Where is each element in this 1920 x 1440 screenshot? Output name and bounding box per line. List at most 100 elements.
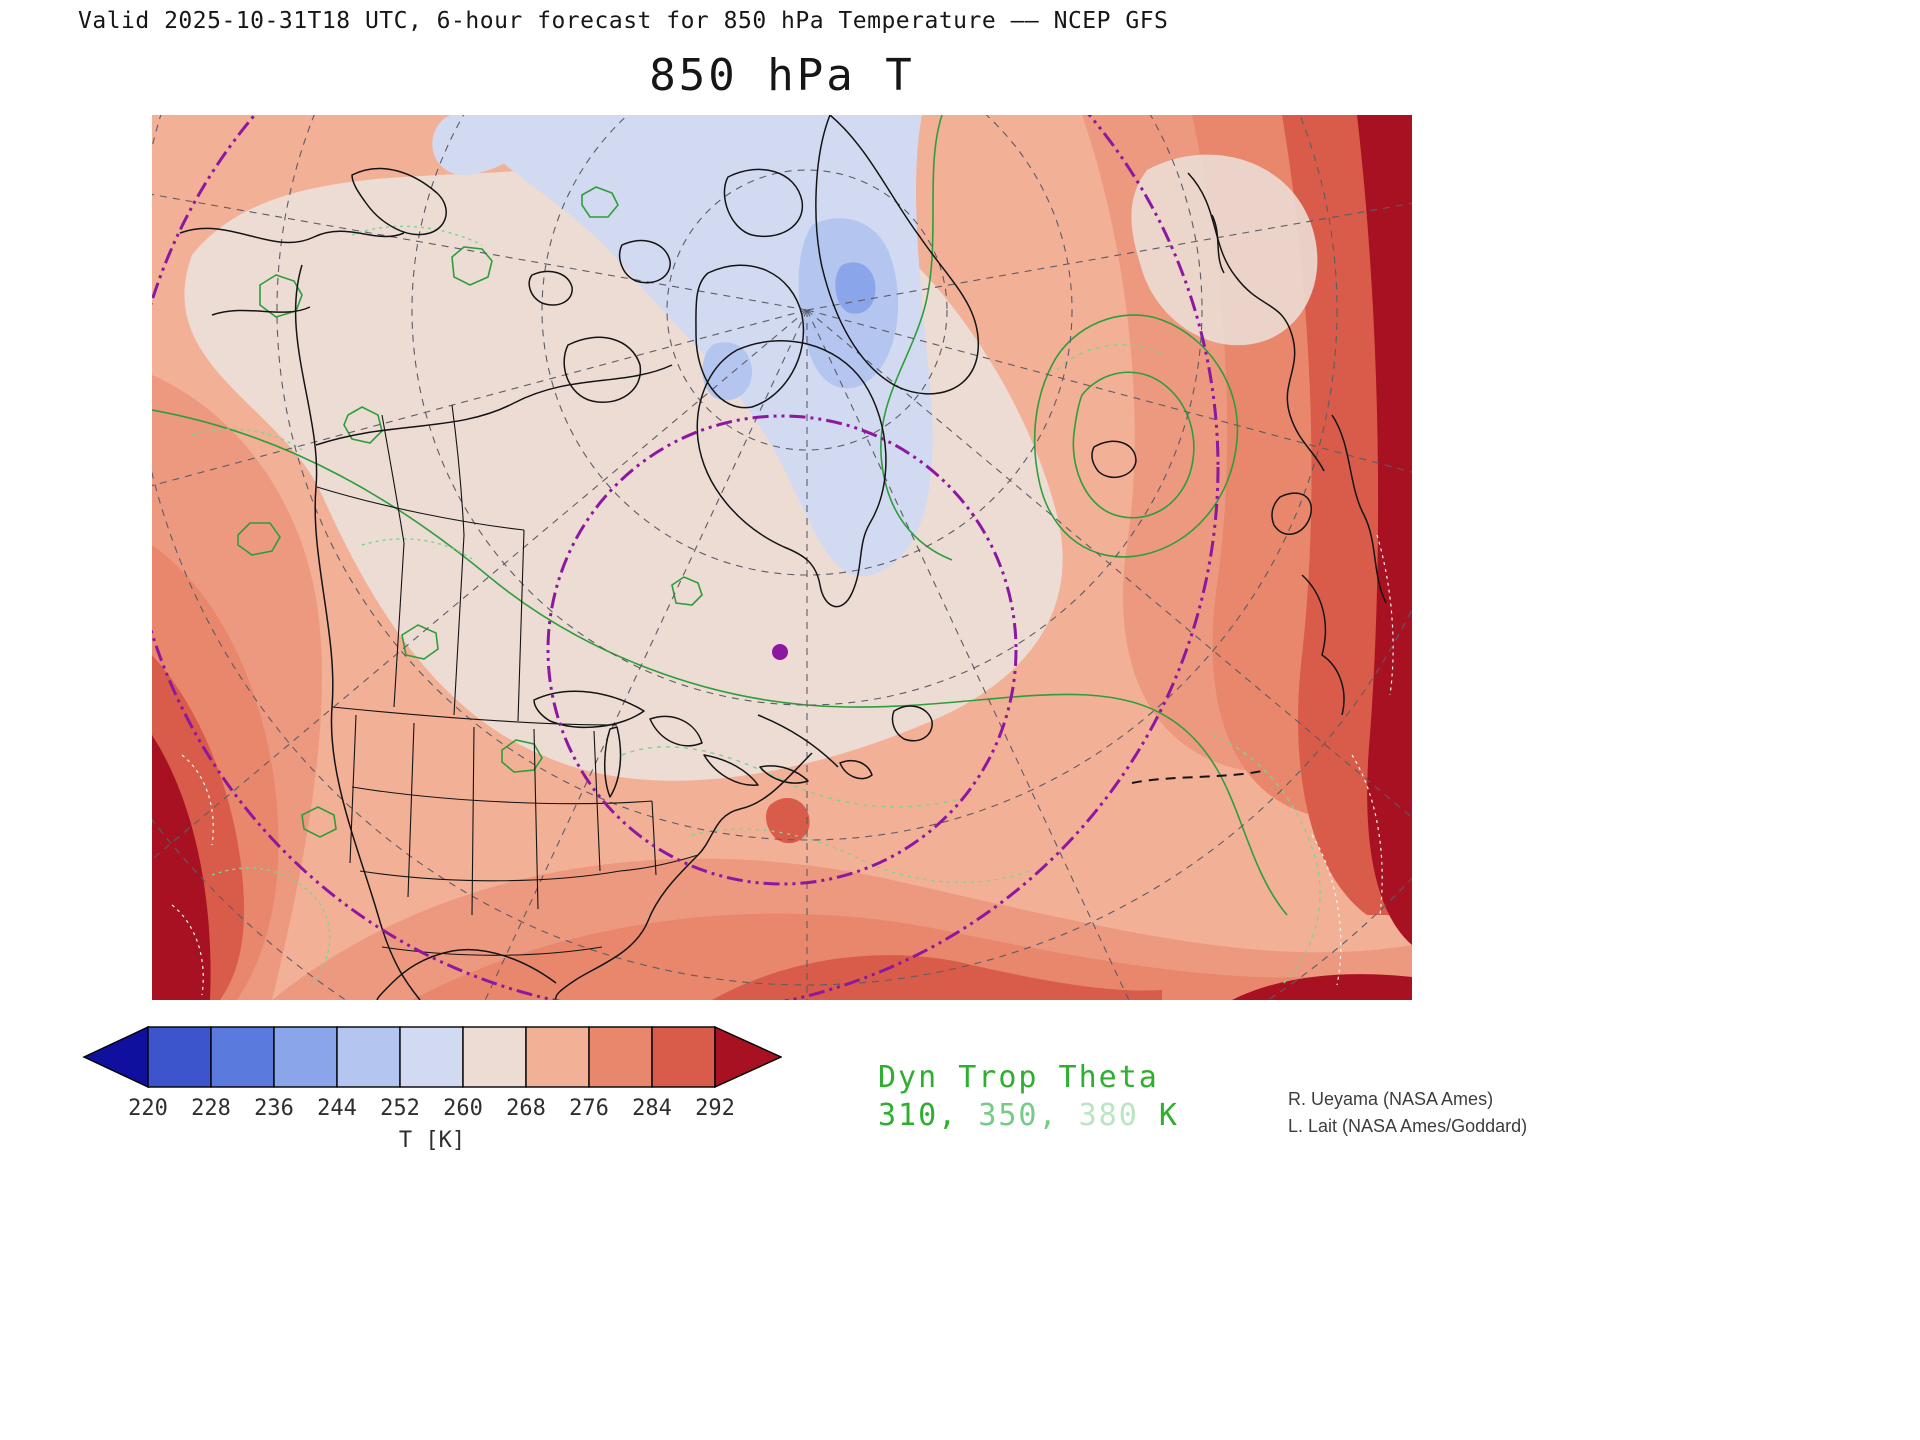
europe-coast: [1301, 574, 1345, 716]
lake-ontario: [759, 765, 809, 784]
fjord: [1211, 214, 1225, 274]
border-line: [407, 722, 415, 898]
contour-speckle: [1351, 754, 1383, 916]
shading-brick-spot: [765, 798, 810, 844]
colorbar-cell: [651, 1026, 716, 1088]
border-line: [349, 714, 357, 864]
border-line: [593, 730, 601, 872]
colorbar-tick-label: 276: [569, 1096, 609, 1121]
meridian-line: [484, 309, 808, 1000]
meridian-line: [806, 309, 1412, 819]
terminator-layer: [152, 115, 1220, 1000]
colorbar-left-arrow: [82, 1026, 149, 1088]
border-line: [381, 946, 603, 956]
range-circle: [546, 414, 1018, 886]
europe-coast: [1331, 414, 1387, 604]
coast-arctic: [315, 364, 673, 446]
credits: R. Ueyama (NASA Ames) L. Lait (NASA Ames…: [1288, 1086, 1527, 1140]
shading-darkred-east: [1357, 115, 1412, 945]
coast-alaska: [179, 227, 405, 244]
shading-coldest-patch: [835, 262, 876, 314]
colorbar-tick-label: 252: [380, 1096, 420, 1121]
contour-blob: [581, 186, 619, 218]
contour-polar: [880, 115, 953, 561]
st-lawrence: [757, 714, 839, 768]
coast-alaska: [211, 306, 311, 316]
latitude-circle: [276, 115, 1338, 841]
colorbar-cell: [147, 1026, 212, 1088]
theta-level-380: 380: [1078, 1098, 1139, 1133]
colorbar-tick-label: 260: [443, 1096, 483, 1121]
coast-island: [351, 167, 447, 236]
latitude-circle: [666, 169, 948, 451]
baffin-island: [695, 264, 805, 409]
colorbar-tick-label: 284: [632, 1096, 672, 1121]
shading-darkred-corner: [1232, 974, 1412, 1000]
colorbar-tick-labels: 220 228 236 244 252 260 268 276 284 292: [82, 1096, 782, 1124]
station-dot: [772, 644, 788, 660]
border-line: [471, 726, 475, 916]
theta-310-contour-layer: [152, 115, 1288, 916]
contour-speckle: [1056, 344, 1161, 371]
contour-speckle: [1311, 834, 1342, 986]
colorbar-cell: [525, 1026, 590, 1088]
contour-loop: [1033, 314, 1239, 558]
iceland: [1091, 440, 1137, 479]
theta-level-310: 310,: [878, 1098, 979, 1133]
border-line: [381, 414, 405, 544]
political-borders: [316, 404, 699, 956]
graticule-layer: [152, 115, 1412, 1000]
contour-blob: [501, 739, 543, 773]
contour-loop: [1072, 371, 1195, 519]
theta-350-contour-layer: [191, 225, 1321, 986]
victoria-island: [563, 336, 642, 403]
theta-380-contour-layer: [171, 534, 1394, 996]
meridian-line: [806, 309, 1412, 473]
map-canvas: [152, 115, 1412, 1000]
contour-speckle: [1211, 734, 1321, 986]
contour-speckle: [351, 225, 483, 246]
hudson-bay: [696, 339, 887, 608]
border-line: [359, 870, 621, 882]
theta-level-350: 350,: [978, 1098, 1079, 1133]
contour-blob: [259, 274, 303, 318]
britain: [1271, 492, 1313, 535]
border-line: [453, 534, 465, 716]
colorbar-unit-label: T [K]: [398, 1128, 466, 1153]
meridian-line: [152, 193, 808, 311]
contour-blob: [401, 624, 439, 660]
colorbar: [82, 1026, 782, 1088]
contour-sweep: [152, 409, 1288, 916]
map-panel: [152, 115, 1412, 1000]
contour-blob: [237, 522, 281, 556]
contour-blob: [451, 246, 493, 286]
temperature-shading-layer: [152, 115, 1412, 1000]
coast-gulf: [376, 948, 557, 1000]
theta-legend-values: 310, 350, 380 K: [878, 1098, 1179, 1133]
colorbar-cell: [336, 1026, 401, 1088]
contour-blob: [671, 576, 703, 606]
border-line: [651, 800, 657, 876]
border-line: [351, 786, 653, 805]
border-line: [331, 706, 618, 726]
shading-cold-patch-small: [702, 342, 753, 401]
lake-superior: [533, 690, 645, 729]
meridian-line: [806, 202, 1412, 311]
lake-michigan: [603, 726, 622, 798]
latitude-circle: [411, 115, 1203, 706]
coast-east: [554, 752, 813, 1000]
valid-time-line: Valid 2025-10-31T18 UTC, 6-hour forecast…: [78, 8, 1169, 34]
border-line: [316, 486, 525, 531]
border-line: [619, 854, 699, 872]
colorbar-tick-label: 244: [317, 1096, 357, 1121]
colorbar-tick-label: 292: [695, 1096, 735, 1121]
arctic-island: [618, 239, 671, 284]
credit-line: R. Ueyama (NASA Ames): [1288, 1089, 1494, 1109]
border-line: [393, 542, 405, 708]
arctic-island: [528, 270, 573, 306]
contour-speckle: [211, 867, 331, 986]
meridian-line: [152, 309, 808, 487]
lake-huron: [649, 715, 703, 747]
colorbar-cell: [210, 1026, 275, 1088]
